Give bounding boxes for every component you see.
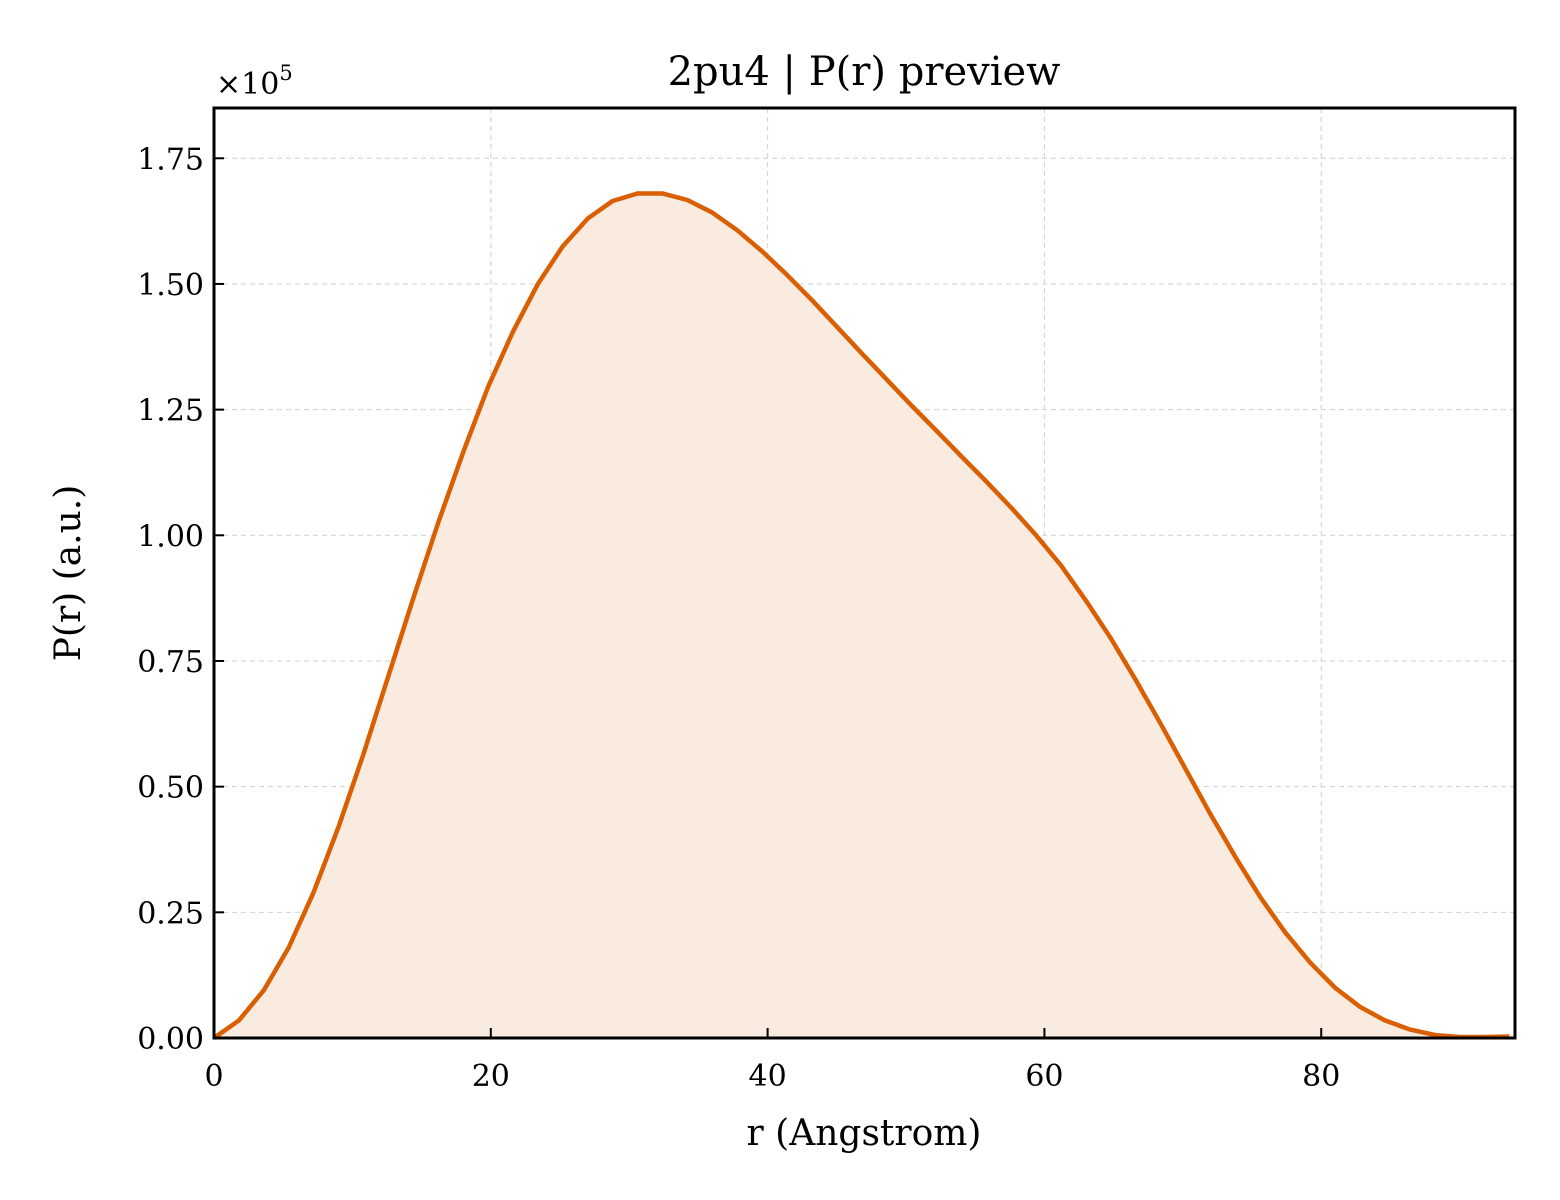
x-tick-label: 40 xyxy=(749,1059,787,1094)
y-tick-label: 0.00 xyxy=(137,1022,204,1057)
y-scale-multiplier: ×105 xyxy=(216,61,293,102)
y-tick-label: 1.00 xyxy=(137,519,204,554)
pr-data-line xyxy=(212,191,1510,1040)
x-tick-label: 0 xyxy=(204,1059,223,1094)
y-tick-label: 1.25 xyxy=(137,394,204,429)
y-scale-exponent: 5 xyxy=(279,61,292,85)
chart-title: 2pu4 | P(r) preview xyxy=(668,49,1061,95)
y-tick-label: 1.75 xyxy=(137,142,204,177)
x-tick-label: 60 xyxy=(1025,1059,1063,1094)
x-tick-label: 80 xyxy=(1302,1059,1340,1094)
y-tick-label: 0.75 xyxy=(137,645,204,680)
y-axis-ticks: 0.00 0.25 0.50 0.75 1.00 1.25 1.50 1.75 xyxy=(137,142,224,1057)
x-tick-label: 20 xyxy=(472,1059,510,1094)
y-axis-label: P(r) (a.u.) xyxy=(48,485,89,662)
y-scale-base: ×10 xyxy=(216,67,279,102)
x-axis-label: r (Angstrom) xyxy=(747,1113,982,1154)
y-tick-label: 1.50 xyxy=(137,268,204,303)
y-tick-label: 0.25 xyxy=(137,896,204,931)
pr-area-fill xyxy=(214,193,1510,1038)
plot-frame xyxy=(212,106,1517,1040)
x-axis-ticks: 0 20 40 60 80 xyxy=(204,1028,1340,1094)
y-tick-label: 0.50 xyxy=(137,771,204,806)
